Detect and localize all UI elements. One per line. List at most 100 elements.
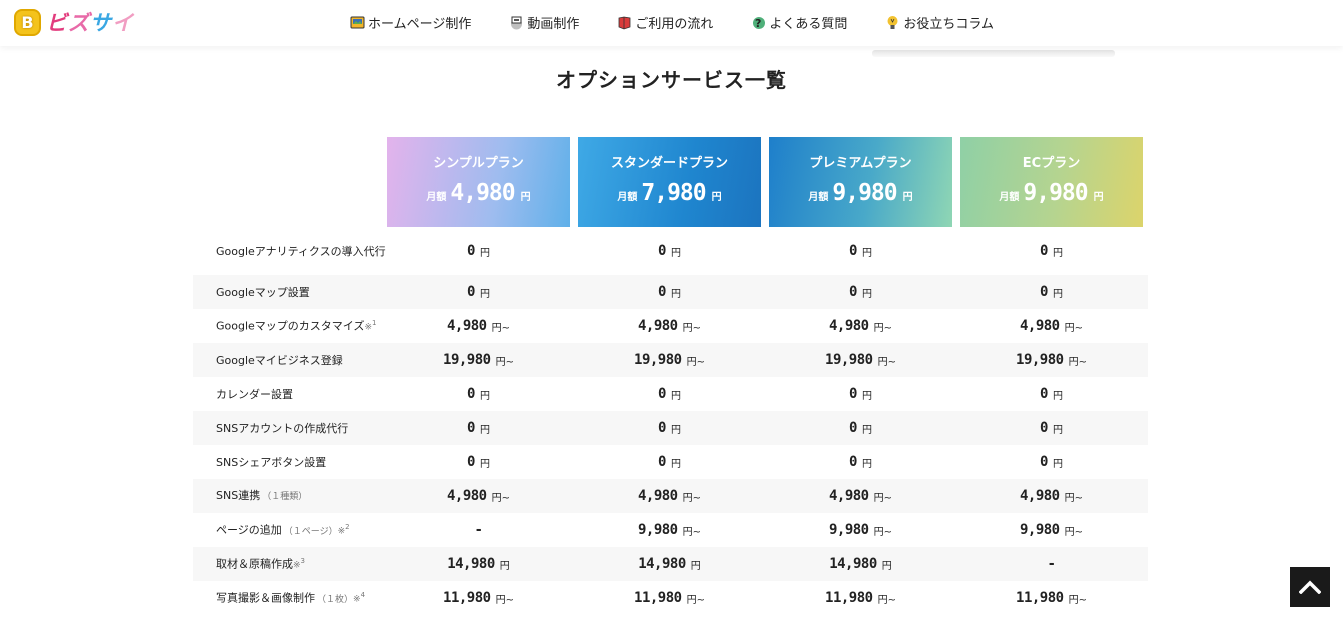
price-cell-unit: 円~: [877, 356, 896, 368]
price-cell-unit: 円: [861, 288, 872, 300]
price-cell-unit: 円~: [1068, 356, 1087, 368]
price-cell-value: -: [1047, 556, 1056, 572]
price-cell: 11,980 円~: [387, 581, 570, 615]
logo-badge: B: [14, 8, 41, 36]
price-cell-unit: 円~: [491, 322, 511, 334]
row-label: Googleマイビジネス登録: [216, 343, 386, 377]
price-cell-unit: 円~: [495, 594, 514, 606]
back-to-top-button[interactable]: [1290, 567, 1330, 607]
price-cell-unit: 円: [1052, 390, 1063, 402]
price-cell: 9,980 円~: [769, 513, 952, 547]
table-row: 写真撮影＆画像制作 （１枚）※4 11,980 円~ 11,980 円~ 11,980 円~ 1…: [193, 581, 1148, 615]
row-label-text: カレンダー設置: [216, 387, 293, 401]
row-label: SNSシェアボタン設置: [216, 445, 386, 479]
price-cell: 9,980 円~: [578, 513, 761, 547]
plan-card-standard: スタンダードプラン 月額 7,980 円: [578, 137, 761, 227]
price-cell-value: 9,980: [828, 522, 869, 538]
row-label-note: ※: [353, 594, 361, 605]
svg-text:?: ?: [755, 17, 761, 30]
price-cell: 19,980 円~: [387, 343, 570, 377]
price-cell-value: 0: [849, 386, 857, 402]
nav-item-homepage[interactable]: ホームページ制作: [350, 13, 471, 32]
nav-item-column[interactable]: お役立ちコラム: [885, 13, 994, 32]
price-cell: 9,980 円~: [960, 513, 1143, 547]
logo-char: ズ: [68, 11, 90, 35]
row-label-text: Googleマイビジネス登録: [216, 353, 343, 367]
price-cell-unit: 円: [670, 288, 681, 300]
option-table: Googleアナリティクスの導入代行 0 円 0 円 0 円 0 円 Googleマップ設置 0 円 0…: [193, 227, 1148, 615]
price-cell-value: 11,980: [825, 590, 873, 606]
site-logo[interactable]: B ビズサイ: [14, 6, 134, 38]
price-cell-value: 19,980: [443, 352, 491, 368]
price-cell-unit: 円: [479, 247, 490, 259]
video-icon: [509, 15, 524, 30]
price-cell-value: 0: [658, 454, 666, 470]
price-cell-value: 0: [1040, 454, 1048, 470]
price-cell-unit: 円: [670, 424, 681, 436]
price-cell-unit: 円: [881, 560, 892, 572]
faq-icon: ?: [751, 15, 766, 30]
price-cell-unit: 円: [861, 424, 872, 436]
nav-item-faq[interactable]: ? よくある質問: [751, 13, 847, 32]
price-cell-unit: 円~: [686, 356, 705, 368]
table-row: 取材＆原稿作成※3 14,980 円 14,980 円 14,980 円 -: [193, 547, 1148, 581]
price-cell-unit: 円~: [682, 526, 702, 538]
table-row: Googleアナリティクスの導入代行 0 円 0 円 0 円 0 円: [193, 227, 1148, 275]
price-cell: 19,980 円~: [960, 343, 1143, 377]
section-title: オプションサービス一覧: [556, 68, 787, 92]
price-cell-value: 4,980: [637, 318, 678, 334]
price-cell-value: 0: [658, 284, 666, 300]
column-icon: [885, 15, 900, 30]
price-cell-value: 0: [467, 284, 475, 300]
price-cell-unit: 円~: [682, 492, 702, 504]
price-cell: 4,980 円~: [578, 309, 761, 343]
price-value: 9,980: [1023, 180, 1088, 206]
row-label-note: ※: [364, 322, 373, 333]
price-cell-value: 0: [658, 386, 666, 402]
row-label-text: 取材＆原稿作成※3: [216, 557, 306, 571]
row-label: SNS連携 （１種類）: [216, 479, 386, 513]
price-cell: 4,980 円~: [769, 479, 952, 513]
price-cell-unit: 円: [1052, 458, 1063, 470]
chevron-up-icon: [1299, 580, 1321, 594]
price-cell-unit: 円~: [1064, 526, 1084, 538]
price-cell-value: 0: [849, 454, 857, 470]
row-label-text: Googleアナリティクスの導入代行: [216, 244, 386, 258]
price-cell-unit: 円: [690, 560, 701, 572]
price-cell-value: 11,980: [1016, 590, 1064, 606]
price-cell: 14,980 円: [578, 547, 761, 581]
price-cell-value: -: [474, 522, 483, 538]
price-cell-value: 14,980: [638, 556, 686, 572]
nav-item-video[interactable]: 動画制作: [509, 13, 579, 32]
price-cell-value: 0: [1040, 284, 1048, 300]
price-cell-unit: 円: [499, 560, 510, 572]
price-cell-value: 4,980: [1019, 318, 1060, 334]
price-unit: 円: [520, 192, 531, 203]
main-nav: ホームページ制作 動画制作 ご利用の流れ ? よくある質問 お役立ちコラム: [350, 13, 994, 32]
row-label: ページの追加 （１ページ）※2: [216, 513, 386, 547]
price-cell: 11,980 円~: [960, 581, 1143, 615]
row-label: Googleアナリティクスの導入代行: [216, 227, 386, 275]
price-label: 月額: [808, 192, 829, 203]
price-cell: 4,980 円~: [387, 479, 570, 513]
price-cell-unit: 円~: [1064, 322, 1084, 334]
price-cell: -: [960, 547, 1143, 581]
plan-card-ec: ECプラン 月額 9,980 円: [960, 137, 1143, 227]
price-cell: 4,980 円~: [769, 309, 952, 343]
nav-item-flow[interactable]: ご利用の流れ: [617, 13, 713, 32]
price-cell-unit: 円~: [495, 356, 514, 368]
price-cell: 14,980 円: [387, 547, 570, 581]
price-label: 月額: [999, 192, 1020, 203]
row-label-note: ※: [337, 526, 346, 537]
row-label-sup: 1: [372, 319, 377, 328]
table-row: SNS連携 （１種類） 4,980 円~ 4,980 円~ 4,980 円~ 4,980 円~: [193, 479, 1148, 513]
